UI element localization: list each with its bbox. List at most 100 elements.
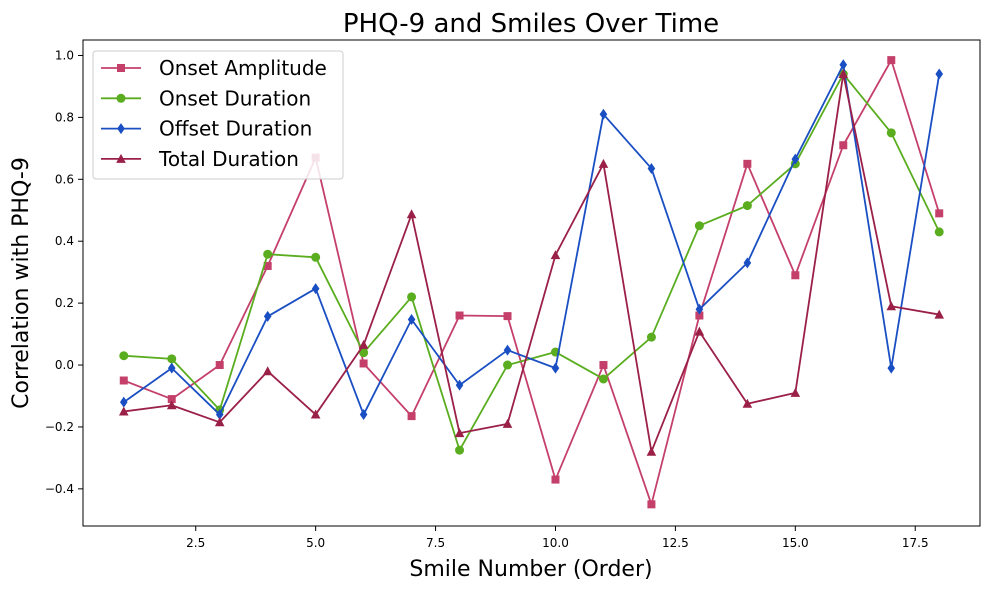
data-point [934, 227, 944, 237]
data-point [358, 339, 369, 349]
x-axis-ticks: 2.5 5.0 7.5 10.0 12.5 15.0 17.5 [186, 526, 929, 550]
data-point [407, 314, 416, 326]
data-point [119, 376, 128, 385]
data-point [166, 400, 177, 410]
data-point [167, 395, 176, 404]
data-point [359, 359, 368, 368]
legend-item: Onset Amplitude [101, 56, 327, 80]
data-point [455, 445, 465, 455]
legend-item: Total Duration [101, 147, 299, 171]
data-point [503, 312, 512, 321]
series-line [123, 63, 941, 416]
x-tick-label: 2.5 [186, 536, 205, 550]
data-point [886, 128, 896, 138]
data-point [406, 209, 417, 219]
data-point [838, 69, 849, 79]
legend-label: Onset Duration [159, 86, 311, 110]
data-point [935, 209, 944, 218]
x-tick-label: 17.5 [902, 536, 929, 550]
data-point [263, 249, 273, 259]
data-point [455, 311, 464, 320]
x-tick-label: 10.0 [542, 536, 569, 550]
series-line [123, 73, 940, 453]
data-point [550, 250, 561, 260]
data-point [167, 354, 177, 364]
data-point [742, 398, 753, 408]
data-point [551, 475, 560, 484]
data-point [694, 326, 705, 336]
legend-marker [117, 123, 125, 135]
x-tick-label: 7.5 [426, 536, 445, 550]
legend-marker [116, 153, 126, 163]
data-point [503, 360, 513, 370]
data-point [119, 351, 129, 361]
data-point [311, 252, 321, 262]
data-point [118, 406, 129, 416]
data-point [694, 221, 704, 231]
plot-frame [82, 39, 981, 527]
y-tick-label: 1.0 [55, 48, 74, 62]
data-point [263, 261, 272, 270]
data-point [407, 412, 416, 421]
series-total-duration [118, 69, 945, 456]
series-layer [118, 56, 945, 509]
y-tick-label: −0.2 [45, 420, 74, 434]
data-point [263, 310, 272, 322]
data-point [742, 201, 752, 211]
legend-marker [117, 64, 125, 72]
series-offset-duration [119, 59, 944, 421]
y-tick-label: 0.4 [55, 234, 74, 248]
data-point [551, 362, 560, 374]
data-point [886, 301, 897, 311]
data-point [790, 387, 801, 397]
y-tick-label: 0.0 [55, 358, 74, 372]
x-axis-title: Smile Number (Order) [409, 557, 652, 582]
data-point [455, 379, 464, 391]
legend-item: Offset Duration [101, 117, 312, 141]
y-axis-title: Correlation with PHQ-9 [9, 157, 34, 409]
legend-label: Total Duration [158, 147, 299, 171]
series-onset-duration [119, 69, 944, 455]
data-point [215, 409, 224, 421]
data-point [310, 409, 321, 419]
data-point [791, 153, 800, 165]
legend-label: Offset Duration [159, 117, 312, 141]
x-tick-label: 15.0 [782, 536, 809, 550]
data-point [695, 311, 704, 320]
data-point [262, 366, 273, 376]
data-point [743, 159, 752, 168]
data-point [599, 361, 608, 370]
data-point [887, 56, 896, 65]
data-point [167, 362, 176, 374]
data-point [647, 162, 656, 174]
legend-item: Onset Duration [101, 86, 311, 110]
data-point [646, 446, 657, 456]
y-tick-label: −0.4 [45, 482, 74, 496]
data-point [214, 417, 225, 427]
data-point [839, 141, 848, 150]
data-point [647, 500, 656, 509]
data-point [935, 68, 944, 80]
x-tick-label: 12.5 [662, 536, 689, 550]
y-tick-label: 0.8 [55, 110, 74, 124]
legend-label: Onset Amplitude [159, 56, 327, 80]
data-point [646, 332, 656, 342]
data-point [359, 409, 368, 421]
x-tick-label: 5.0 [306, 536, 325, 550]
data-point [599, 108, 608, 120]
data-point [359, 348, 369, 358]
data-point [695, 303, 704, 315]
chart-title: PHQ-9 and Smiles Over Time [343, 9, 719, 39]
legend-box [92, 50, 344, 180]
data-point [407, 292, 417, 302]
data-point [839, 59, 848, 71]
data-point [454, 428, 465, 438]
data-point [743, 257, 752, 269]
data-point [791, 271, 800, 280]
data-point [311, 283, 320, 295]
data-point [119, 396, 128, 408]
y-tick-label: 0.2 [55, 296, 74, 310]
legend-marker [116, 93, 126, 103]
data-point [934, 309, 945, 319]
